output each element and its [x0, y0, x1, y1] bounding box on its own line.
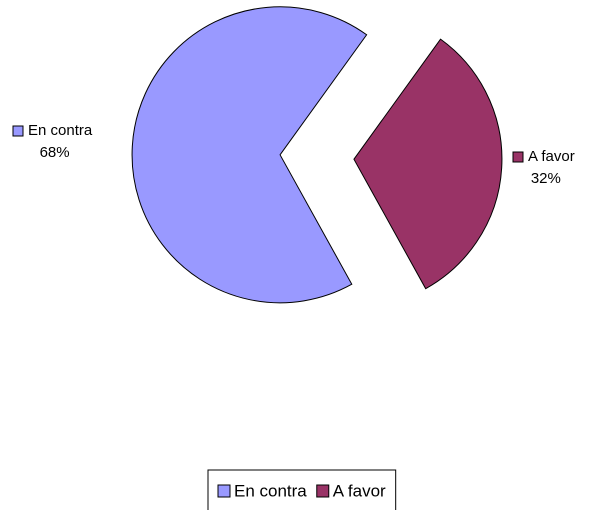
- pie-slice: [353, 38, 503, 290]
- pie-slice: [131, 6, 368, 304]
- data-label-name: A favor: [528, 148, 575, 165]
- data-label-name: En contra: [28, 122, 93, 139]
- label-swatch: [512, 151, 524, 163]
- data-label-value: 32%: [531, 170, 561, 187]
- label-swatch: [12, 125, 24, 137]
- legend-swatch: [316, 484, 330, 498]
- legend-label: A favor: [333, 481, 386, 500]
- data-label-value: 68%: [40, 144, 70, 161]
- legend-swatch: [217, 484, 231, 498]
- legend-box: [207, 469, 397, 510]
- legend: En contra A favor: [207, 469, 397, 510]
- legend-label: En contra: [234, 481, 307, 500]
